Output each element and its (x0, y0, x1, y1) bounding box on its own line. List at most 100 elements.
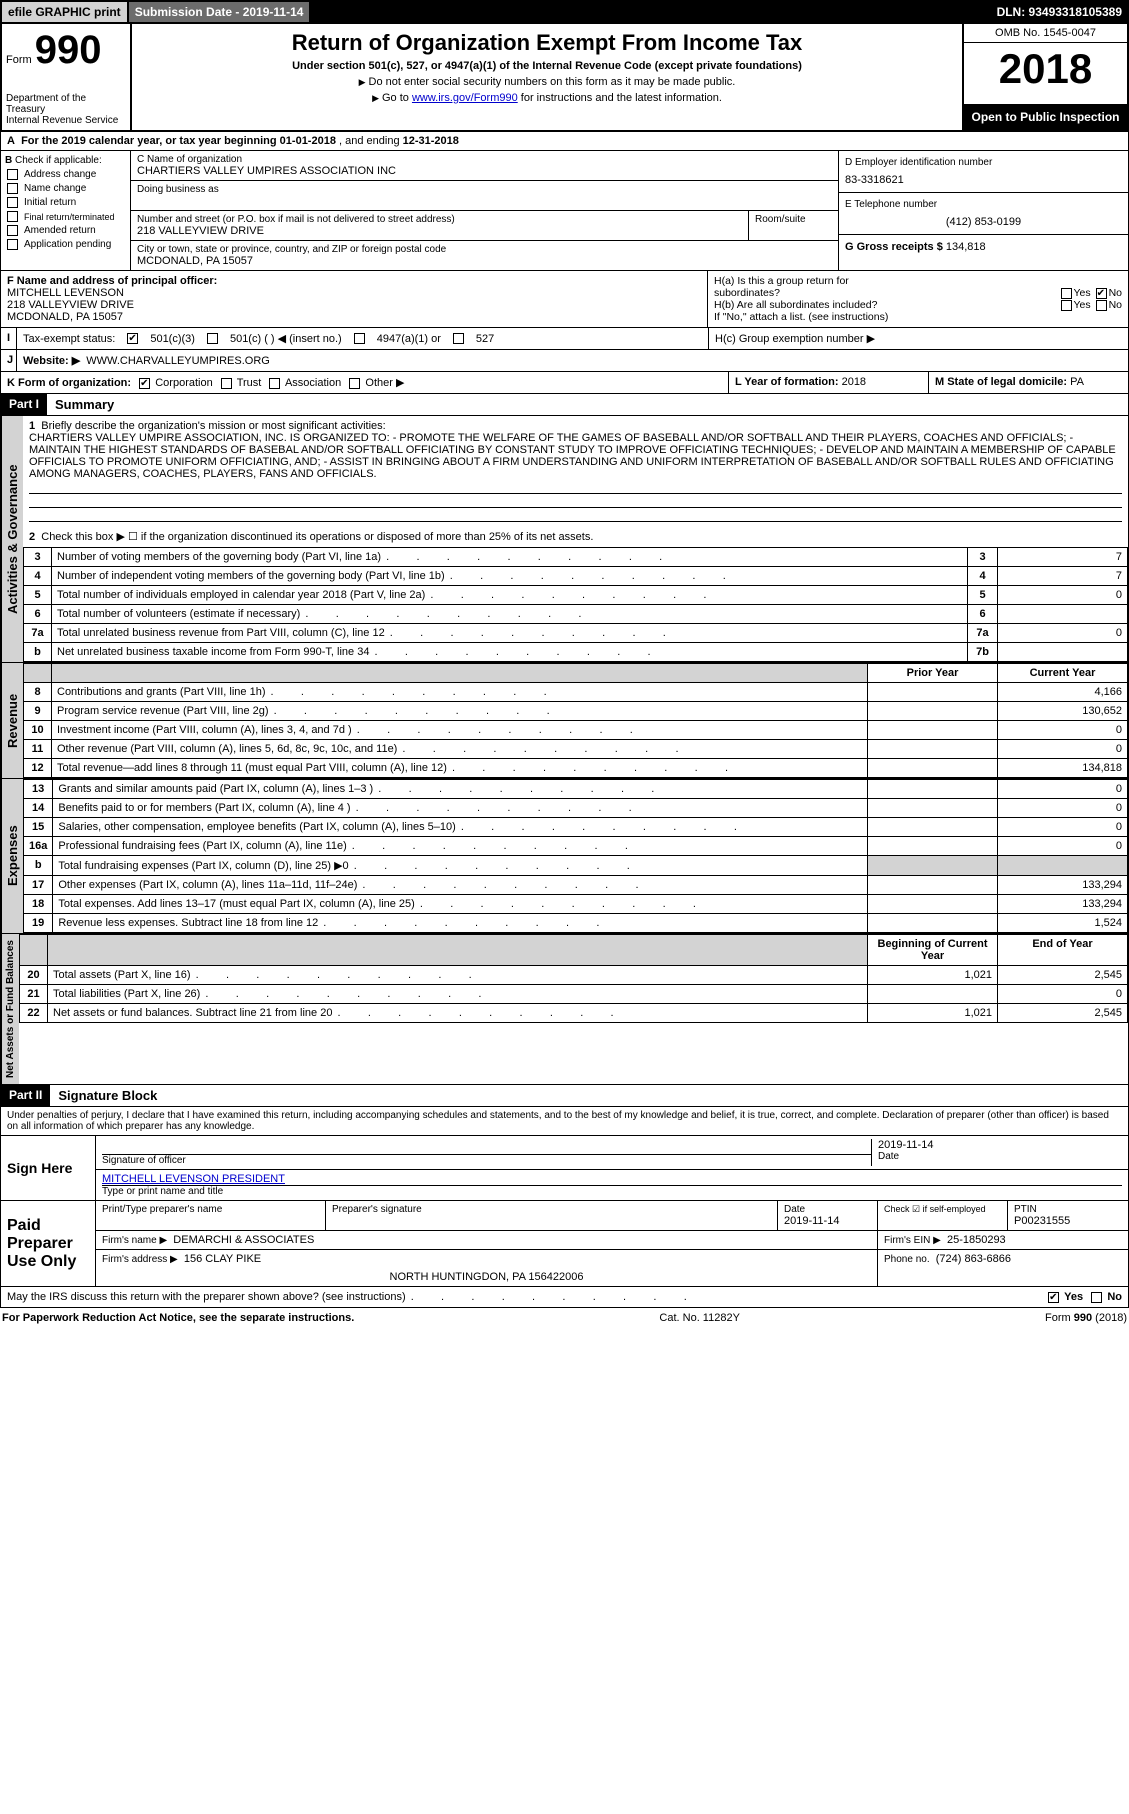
527-checkbox[interactable] (453, 333, 464, 344)
city-state-zip: MCDONALD, PA 15057 (137, 255, 832, 267)
footer: For Paperwork Reduction Act Notice, see … (0, 1308, 1129, 1328)
table-row: 8Contributions and grants (Part VIII, li… (24, 683, 1128, 702)
room-label: Room/suite (755, 214, 832, 225)
table-row: 18Total expenses. Add lines 13–17 (must … (24, 895, 1128, 914)
ptin-label: PTIN (1014, 1204, 1122, 1215)
table-row: 12Total revenue—add lines 8 through 11 (… (24, 759, 1128, 778)
year-formation-label: L Year of formation: (735, 376, 839, 388)
gross-receipts-label: G Gross receipts $ (845, 241, 943, 253)
table-row: 15Salaries, other compensation, employee… (24, 818, 1128, 837)
table-row: 3Number of voting members of the governi… (24, 548, 1128, 567)
table-row: 11Other revenue (Part VIII, column (A), … (24, 740, 1128, 759)
irs-label: Internal Revenue Service (6, 115, 126, 126)
initial-return-checkbox[interactable] (7, 197, 18, 208)
instructions-link: Go to www.irs.gov/Form990 for instructio… (142, 92, 952, 104)
form-prefix: Form (6, 54, 32, 66)
website-url: WWW.CHARVALLEYUMPIRES.ORG (86, 355, 270, 367)
form-subtitle: Under section 501(c), 527, or 4947(a)(1)… (142, 60, 952, 72)
expenses-block: Expenses 13Grants and similar amounts pa… (0, 779, 1129, 934)
sig-date-label: Date (878, 1151, 1122, 1162)
org-name: CHARTIERS VALLEY UMPIRES ASSOCIATION INC (137, 165, 832, 177)
firm-name-label: Firm's name ▶ (102, 1235, 167, 1246)
row-k-l-m: K Form of organization: Corporation Trus… (0, 372, 1129, 394)
domicile-state: PA (1070, 376, 1084, 388)
assoc-checkbox[interactable] (269, 378, 280, 389)
4947-checkbox[interactable] (354, 333, 365, 344)
hb-yes-checkbox[interactable] (1061, 300, 1072, 311)
row-j: J Website: ▶ WWW.CHARVALLEYUMPIRES.ORG (0, 350, 1129, 372)
line-2-text: Check this box ▶ ☐ if the organization d… (41, 531, 593, 543)
net-assets-tab: Net Assets or Fund Balances (1, 934, 19, 1084)
application-pending-checkbox[interactable] (7, 239, 18, 250)
officer-label: F Name and address of principal officer: (7, 275, 701, 287)
table-row: 16aProfessional fundraising fees (Part I… (24, 837, 1128, 856)
name-change-checkbox[interactable] (7, 183, 18, 194)
officer-addr2: MCDONALD, PA 15057 (7, 311, 701, 323)
check-applicable-label: Check if applicable: (15, 155, 102, 166)
form-title: Return of Organization Exempt From Incom… (142, 30, 952, 56)
amended-return-checkbox[interactable] (7, 225, 18, 236)
501c3-checkbox[interactable] (127, 333, 138, 344)
corp-checkbox[interactable] (139, 378, 150, 389)
table-row: 22Net assets or fund balances. Subtract … (20, 1004, 1128, 1023)
sig-officer-label: Signature of officer (102, 1155, 871, 1166)
form-label: Form 990 (2018) (1045, 1312, 1127, 1324)
self-employed: Check ☑ if self-employed (878, 1201, 1008, 1230)
h-b-label: H(b) Are all subordinates included? (714, 299, 877, 311)
org-name-label: C Name of organization (137, 154, 832, 165)
open-public: Open to Public Inspection (964, 104, 1127, 130)
ha-yes-checkbox[interactable] (1061, 288, 1072, 299)
table-row: 20Total assets (Part X, line 16)1,0212,5… (20, 966, 1128, 985)
officer-name: MITCHELL LEVENSON (7, 287, 701, 299)
net-assets-table: Beginning of Current YearEnd of Year 20T… (19, 934, 1128, 1023)
governance-table: 3Number of voting members of the governi… (23, 547, 1128, 662)
officer-typed-name[interactable]: MITCHELL LEVENSON PRESIDENT (102, 1173, 285, 1185)
ein-value: 83-3318621 (845, 174, 1122, 186)
address-change-checkbox[interactable] (7, 169, 18, 180)
row-i: I Tax-exempt status: 501(c)(3) 501(c) ( … (0, 328, 1129, 350)
501c-checkbox[interactable] (207, 333, 218, 344)
net-assets-block: Net Assets or Fund Balances Beginning of… (0, 934, 1129, 1085)
discuss-yes-checkbox[interactable] (1048, 1292, 1059, 1303)
prep-name-label: Print/Type preparer's name (102, 1204, 319, 1215)
year-formation: 2018 (842, 376, 866, 388)
phone-label: E Telephone number (845, 199, 1122, 210)
omb-number: OMB No. 1545-0047 (964, 24, 1127, 43)
ha-no-checkbox[interactable] (1096, 288, 1107, 299)
expenses-tab: Expenses (1, 779, 23, 933)
sign-here-label: Sign Here (1, 1136, 96, 1200)
table-row: 10Investment income (Part VIII, column (… (24, 721, 1128, 740)
revenue-table: Prior YearCurrent Year 8Contributions an… (23, 663, 1128, 778)
ptin-value: P00231555 (1014, 1215, 1122, 1227)
paid-preparer-label: Paid Preparer Use Only (1, 1201, 96, 1286)
part-ii-header: Part II Signature Block (0, 1085, 1129, 1107)
revenue-tab: Revenue (1, 663, 23, 778)
gross-receipts-value: 134,818 (946, 241, 986, 253)
hb-no-checkbox[interactable] (1096, 300, 1107, 311)
h-b-note: If "No," attach a list. (see instruction… (714, 311, 1122, 323)
table-row: 19Revenue less expenses. Subtract line 1… (24, 914, 1128, 933)
website-label: Website: ▶ (23, 355, 80, 367)
final-return-checkbox[interactable] (7, 211, 18, 222)
table-row: 4Number of independent voting members of… (24, 567, 1128, 586)
table-row: bNet unrelated business taxable income f… (24, 643, 1128, 662)
officer-addr1: 218 VALLEYVIEW DRIVE (7, 299, 701, 311)
irs-link[interactable]: www.irs.gov/Form990 (412, 92, 518, 104)
trust-checkbox[interactable] (221, 378, 232, 389)
efile-button[interactable]: efile GRAPHIC print (1, 1, 128, 23)
city-label: City or town, state or province, country… (137, 244, 832, 255)
prep-date: 2019-11-14 (784, 1215, 871, 1227)
firm-address2: NORTH HUNTINGDON, PA 156422006 (102, 1271, 871, 1283)
h-a-label: H(a) Is this a group return for (714, 275, 849, 287)
tax-exempt-label: Tax-exempt status: (23, 333, 115, 345)
governance-block: Activities & Governance 1 Briefly descri… (0, 416, 1129, 663)
discuss-no-checkbox[interactable] (1091, 1292, 1102, 1303)
h-c: H(c) Group exemption number ▶ (708, 328, 1128, 349)
other-checkbox[interactable] (349, 378, 360, 389)
domicile-label: M State of legal domicile: (935, 376, 1067, 388)
firm-ein-label: Firm's EIN ▶ (884, 1235, 941, 1246)
table-row: 17Other expenses (Part IX, column (A), l… (24, 876, 1128, 895)
firm-ein: 25-1850293 (947, 1234, 1006, 1246)
sign-here-block: Sign Here Signature of officer 2019-11-1… (0, 1136, 1129, 1201)
form-number: 990 (35, 38, 102, 69)
